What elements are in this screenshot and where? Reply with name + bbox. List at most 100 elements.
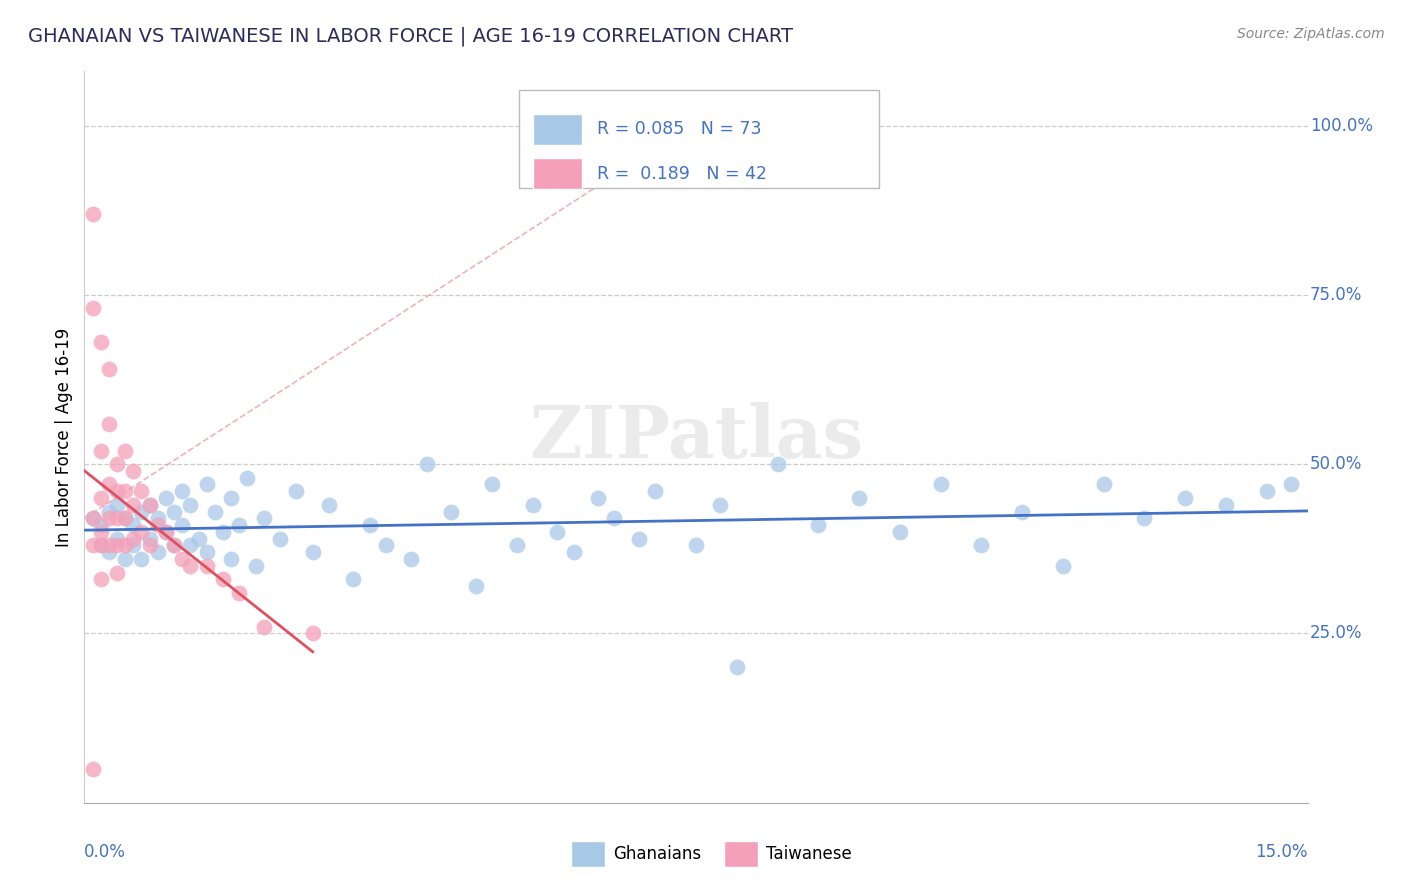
Point — [138, 498, 160, 512]
Point — [603, 511, 626, 525]
Point — [155, 491, 177, 505]
Point — [807, 518, 830, 533]
Point — [212, 572, 235, 586]
Point — [228, 586, 250, 600]
Point — [105, 532, 128, 546]
Point — [228, 518, 250, 533]
Point — [1052, 558, 1074, 573]
Point — [179, 558, 201, 573]
Point — [138, 538, 160, 552]
Point — [105, 457, 128, 471]
Point — [187, 532, 209, 546]
Point — [586, 491, 609, 505]
Point — [82, 511, 104, 525]
Text: ZIPatlas: ZIPatlas — [529, 401, 863, 473]
Y-axis label: In Labor Force | Age 16-19: In Labor Force | Age 16-19 — [55, 327, 73, 547]
Point — [481, 477, 503, 491]
Point — [766, 457, 789, 471]
Point — [163, 538, 186, 552]
Point — [889, 524, 911, 539]
Point — [105, 538, 128, 552]
Point — [269, 532, 291, 546]
Point — [195, 545, 218, 559]
Point — [97, 417, 120, 431]
Point — [90, 491, 112, 505]
Point — [627, 532, 650, 546]
Text: R = 0.085   N = 73: R = 0.085 N = 73 — [598, 120, 762, 138]
Point — [105, 511, 128, 525]
Text: 100.0%: 100.0% — [1310, 117, 1374, 135]
Text: Taiwanese: Taiwanese — [766, 845, 852, 863]
Point — [1011, 505, 1033, 519]
Point — [1279, 477, 1302, 491]
Point — [114, 511, 136, 525]
Point — [245, 558, 267, 573]
Point — [522, 498, 544, 512]
Bar — [571, 841, 606, 867]
Point — [1215, 498, 1237, 512]
Point — [219, 491, 242, 505]
Point — [114, 511, 136, 525]
Point — [848, 491, 870, 505]
Point — [97, 511, 120, 525]
Point — [219, 552, 242, 566]
Point — [195, 558, 218, 573]
Point — [253, 620, 276, 634]
Point — [131, 505, 153, 519]
Point — [505, 538, 527, 552]
Point — [195, 477, 218, 491]
Point — [90, 335, 112, 350]
Point — [1256, 484, 1278, 499]
Point — [212, 524, 235, 539]
Point — [138, 498, 160, 512]
Point — [82, 206, 104, 220]
Point — [146, 518, 169, 533]
Point — [97, 477, 120, 491]
Point — [138, 532, 160, 546]
Point — [301, 626, 323, 640]
Point — [82, 762, 104, 776]
Point — [131, 524, 153, 539]
Bar — [533, 158, 582, 189]
Text: 25.0%: 25.0% — [1310, 624, 1362, 642]
Point — [155, 524, 177, 539]
Point — [90, 538, 112, 552]
Point — [90, 572, 112, 586]
Point — [172, 518, 194, 533]
Point — [179, 538, 201, 552]
Point — [105, 484, 128, 499]
Point — [97, 505, 120, 519]
Point — [1133, 511, 1156, 525]
Point — [163, 505, 186, 519]
Text: Ghanaians: Ghanaians — [613, 845, 702, 863]
Point — [301, 545, 323, 559]
Text: R =  0.189   N = 42: R = 0.189 N = 42 — [598, 165, 766, 183]
Point — [440, 505, 463, 519]
Text: 75.0%: 75.0% — [1310, 285, 1362, 304]
Point — [929, 477, 952, 491]
Text: 15.0%: 15.0% — [1256, 843, 1308, 861]
Point — [131, 484, 153, 499]
Point — [122, 464, 145, 478]
Point — [90, 518, 112, 533]
Point — [90, 538, 112, 552]
Point — [253, 511, 276, 525]
Text: Source: ZipAtlas.com: Source: ZipAtlas.com — [1237, 27, 1385, 41]
Point — [375, 538, 398, 552]
Point — [416, 457, 439, 471]
Point — [1092, 477, 1115, 491]
Point — [179, 498, 201, 512]
Point — [285, 484, 308, 499]
Point — [82, 538, 104, 552]
Point — [114, 538, 136, 552]
Point — [97, 362, 120, 376]
Point — [562, 545, 585, 559]
Text: GHANAIAN VS TAIWANESE IN LABOR FORCE | AGE 16-19 CORRELATION CHART: GHANAIAN VS TAIWANESE IN LABOR FORCE | A… — [28, 27, 793, 46]
Point — [546, 524, 568, 539]
Point — [122, 518, 145, 533]
Point — [114, 484, 136, 499]
Point — [146, 545, 169, 559]
Point — [90, 443, 112, 458]
FancyBboxPatch shape — [519, 90, 880, 188]
Point — [163, 538, 186, 552]
